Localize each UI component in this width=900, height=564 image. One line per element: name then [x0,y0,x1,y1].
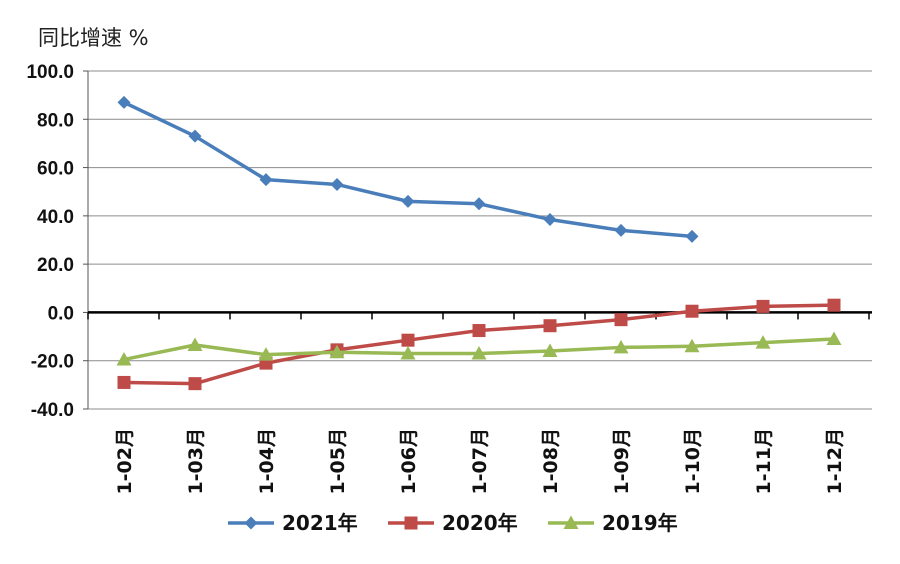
x-tick-label: 1-02月 [114,428,136,495]
data-point [685,304,699,318]
data-point [116,352,132,366]
data-point [756,299,770,313]
data-point [400,345,416,360]
x-tick-label: 1-06月 [398,428,420,495]
y-tick-label: 0.0 [48,303,74,324]
data-point [826,331,842,345]
x-tick-label: 1-04月 [256,428,278,495]
data-point [188,129,202,143]
legend-label: 2021年 [282,511,358,535]
data-point [187,337,203,352]
y-axis-ticks: 100.0 80.0 60.0 40.0 20.0 0.0 -20.0 -40.0 [26,62,74,421]
x-tick-label: 1-12月 [824,428,846,495]
x-tick-label: 1-09月 [611,428,633,495]
legend-marker [563,515,579,529]
data-point [472,324,486,338]
x-tick-label: 1-07月 [469,428,491,495]
series-2 [116,331,842,366]
data-point [543,319,557,333]
y-tick-label: -40.0 [31,400,74,421]
data-point [259,173,273,187]
y-axis-title: 同比增速 % [38,26,149,50]
data-point [543,212,557,226]
x-tick-label: 1-08月 [540,428,562,495]
data-point [401,333,415,347]
legend-marker [404,516,418,530]
data-point [613,339,629,354]
series-0 [117,95,699,243]
x-tick-label: 1-03月 [185,428,207,495]
y-tick-label: -20.0 [31,352,74,373]
data-point [542,343,558,358]
legend-marker [244,516,258,530]
gridlines [83,70,872,410]
y-tick-label: 20.0 [37,255,74,276]
data-point [614,223,628,237]
data-point [117,95,131,109]
data-point [471,345,487,360]
y-tick-label: 100.0 [26,62,74,83]
data-point [330,177,344,191]
series-layer [116,95,842,391]
data-point [472,197,486,211]
legend-label: 2019年 [602,511,678,535]
x-axis-tick-labels: 1-02月 1-03月 1-04月 1-05月 1-06月 1-07月 1-08月 1-09月… [114,428,846,495]
data-point [401,194,415,208]
data-point [755,335,771,349]
legend: 2021年 2020年 2019年 [228,511,678,535]
data-point [684,338,700,353]
data-point [258,347,274,361]
x-tick-label: 1-05月 [327,428,349,495]
data-point [329,344,345,359]
data-point [614,313,628,327]
x-tick-label: 1-10月 [682,428,704,495]
legend-label: 2020年 [442,511,518,535]
data-point [188,377,202,391]
data-point [685,229,699,243]
y-tick-label: 60.0 [37,159,74,180]
data-point [117,375,131,389]
y-tick-label: 40.0 [37,207,74,228]
x-tick-label: 1-11月 [753,428,775,495]
data-point [827,298,841,312]
x-axis [87,311,872,320]
y-tick-label: 80.0 [37,110,74,131]
